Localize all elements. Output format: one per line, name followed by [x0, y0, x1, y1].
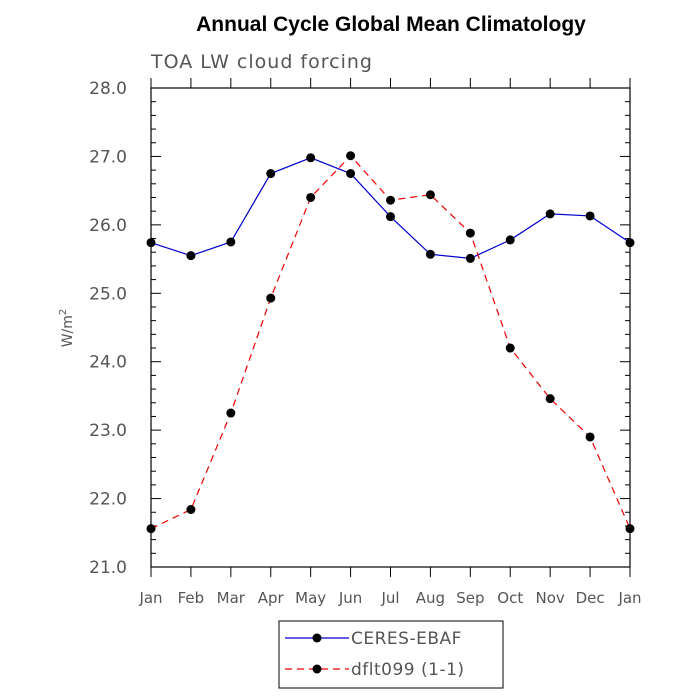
data-point [425, 190, 435, 200]
y-tick-label: 27.0 [89, 147, 127, 167]
x-tick-label: Jun [338, 589, 362, 607]
y-axis-label-text: W/m [60, 315, 76, 347]
data-point [386, 195, 395, 205]
legend-box [278, 620, 504, 689]
x-tick-label: Dec [576, 589, 605, 607]
data-point [186, 505, 196, 515]
x-tick-label: Jul [380, 589, 399, 607]
data-point [585, 211, 595, 221]
data-point [226, 408, 236, 418]
data-point [146, 238, 156, 248]
x-tick-label: Oct [497, 589, 523, 607]
legend-marker [312, 633, 322, 643]
data-point [346, 169, 356, 179]
data-point [505, 235, 515, 245]
data-point [266, 169, 276, 179]
data-point [545, 209, 555, 219]
series-line [150, 154, 631, 530]
legend: CERES-EBAF dflt099 (1-1) [278, 620, 504, 689]
data-point [306, 153, 316, 163]
y-tick-label: 23.0 [89, 421, 127, 441]
series-2 [146, 151, 635, 534]
data-point [186, 251, 196, 261]
y-axis-label: W/m2 [58, 309, 76, 348]
y-tick-label: 28.0 [89, 79, 127, 99]
plot-frame [150, 87, 631, 568]
data-point [465, 253, 475, 263]
data-point [386, 212, 395, 222]
y-tick-label: 25.0 [89, 284, 127, 304]
svg-text:W/m2: W/m2 [58, 309, 76, 348]
x-tick-label: Feb [178, 589, 205, 607]
data-point [226, 237, 236, 247]
legend-marker [312, 664, 322, 674]
series-1 [146, 153, 635, 263]
x-tick-label: Nov [536, 589, 565, 607]
legend-label: dflt099 (1-1) [351, 660, 465, 680]
legend-label: CERES-EBAF [351, 629, 462, 649]
series-line [150, 157, 631, 260]
data-point [465, 228, 475, 238]
data-point [585, 432, 595, 442]
data-point [346, 151, 356, 161]
legend-entry: dflt099 (1-1) [285, 660, 465, 680]
data-point [625, 524, 635, 534]
data-point [306, 192, 316, 202]
x-tick-label: May [295, 589, 326, 607]
data-point [505, 343, 515, 353]
y-axis-label-superscript: 2 [58, 309, 69, 315]
y-tick-label: 26.0 [89, 216, 127, 236]
data-point [625, 238, 635, 248]
plot-axes: 21.0 22.0 23.0 24.0 25.0 26.0 27.0 28.0 Jan Feb Ma… [89, 78, 642, 607]
chart-title: Annual Cycle Global Mean Climatology [196, 13, 586, 36]
x-tick-label: Jan [138, 589, 162, 607]
x-tick-label: Mar [217, 589, 246, 607]
data-point [425, 249, 435, 259]
chart-subtitle: TOA LW cloud forcing [150, 51, 373, 73]
x-tick-label: Aug [416, 589, 445, 607]
data-point [146, 524, 156, 534]
y-tick-label: 24.0 [89, 353, 127, 373]
x-tick-label: Apr [258, 589, 285, 607]
y-tick-label: 21.0 [89, 558, 127, 578]
data-point [266, 293, 276, 303]
y-tick-label: 22.0 [89, 490, 127, 510]
legend-entry: CERES-EBAF [285, 629, 462, 649]
data-point [545, 394, 555, 404]
series-layer [146, 151, 635, 534]
x-tick-label: Sep [456, 589, 484, 607]
x-tick-label: Jan [617, 589, 641, 607]
